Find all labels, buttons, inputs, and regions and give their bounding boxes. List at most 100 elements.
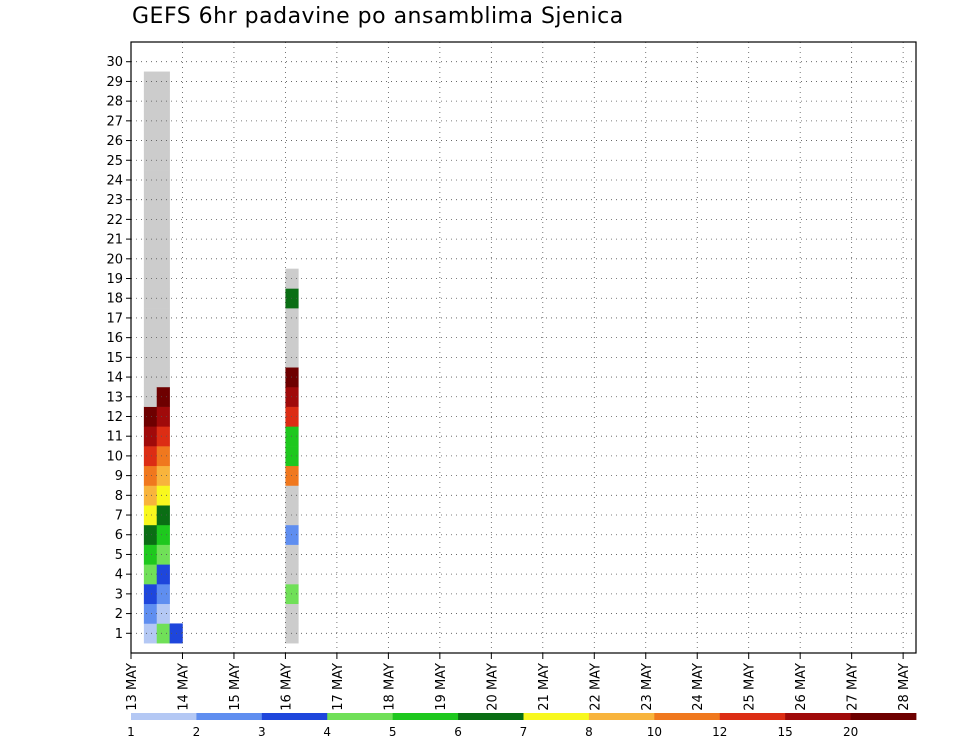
heatmap-cell: [143, 268, 158, 289]
heatmap-cell: [143, 308, 158, 329]
heatmap-cell: [156, 71, 170, 92]
colorbar-label: 1: [127, 725, 135, 739]
heatmap-cell: [143, 524, 158, 545]
y-tick-label: 11: [106, 430, 123, 445]
heatmap-cell: [156, 308, 170, 329]
heatmap-cell: [143, 189, 158, 210]
heatmap-cell: [156, 248, 170, 269]
colorbar-segment: [458, 713, 524, 720]
x-tick-label: 19 MAY: [434, 663, 449, 711]
x-tick-label: 20 MAY: [485, 663, 500, 711]
heatmap-cell: [156, 524, 170, 545]
heatmap-cell: [285, 327, 299, 348]
heatmap-cell: [156, 367, 170, 388]
x-tick-label: 16 MAY: [279, 663, 294, 711]
heatmap-cell: [143, 91, 158, 112]
colorbar-segment: [719, 713, 786, 720]
colorbar-segment: [327, 713, 394, 720]
heatmap-cell: [285, 524, 299, 545]
heatmap-cell: [143, 367, 158, 388]
heatmap-cell: [143, 130, 158, 151]
heatmap-cell: [143, 248, 158, 269]
x-tick-label: 26 MAY: [794, 663, 809, 711]
heatmap-cell: [156, 564, 170, 585]
heatmap-cell: [285, 584, 299, 605]
heatmap-cell: [143, 584, 158, 605]
colorbar-segment: [196, 713, 263, 720]
heatmap-cell: [285, 386, 299, 407]
y-tick-label: 9: [115, 469, 123, 484]
y-tick-label: 1: [115, 627, 123, 642]
heatmap-cell: [143, 505, 158, 526]
y-tick-label: 27: [106, 114, 123, 129]
heatmap-cell: [156, 347, 170, 368]
heatmap-cell: [285, 406, 299, 427]
x-tick-label: 15 MAY: [228, 663, 243, 711]
x-tick-label: 24 MAY: [691, 663, 706, 711]
heatmap-cell: [156, 170, 170, 191]
y-tick-label: 13: [106, 390, 123, 405]
colorbar-label: 7: [520, 725, 528, 739]
colorbar-segment: [850, 713, 917, 720]
heatmap-cell: [285, 288, 299, 309]
heatmap-cell: [156, 327, 170, 348]
heatmap-cell: [156, 406, 170, 427]
heatmap-cell: [156, 465, 170, 486]
y-tick-label: 12: [106, 410, 123, 425]
x-tick-label: 13 MAY: [125, 663, 140, 711]
heatmap-cell: [143, 544, 158, 565]
heatmap-cell: [156, 91, 170, 112]
heatmap-cell: [143, 170, 158, 191]
y-tick-label: 3: [115, 587, 123, 602]
heatmap-cell: [143, 347, 158, 368]
heatmap-cell: [143, 406, 158, 427]
heatmap-cell: [143, 485, 158, 506]
heatmap-cell: [156, 288, 170, 309]
heatmap-cell: [156, 485, 170, 506]
heatmap-cell: [143, 110, 158, 131]
plot-area: [131, 42, 916, 653]
heatmap-cell: [156, 386, 170, 407]
x-tick-label: 18 MAY: [382, 663, 397, 711]
y-tick-label: 17: [106, 311, 123, 326]
heatmap-cell: [285, 465, 299, 486]
y-tick-label: 8: [115, 489, 123, 504]
y-tick-label: 5: [115, 548, 123, 563]
colorbar-label: 6: [454, 725, 462, 739]
heatmap-cell: [143, 465, 158, 486]
colorbar-segment: [523, 713, 590, 720]
heatmap-cell: [143, 71, 158, 92]
heatmap-cell: [285, 544, 299, 565]
colorbar-segment: [131, 713, 197, 720]
x-tick-label: 17 MAY: [331, 663, 346, 711]
colorbar-label: 2: [193, 725, 201, 739]
y-tick-label: 28: [106, 95, 123, 110]
x-tick-label: 14 MAY: [176, 663, 191, 711]
y-tick-label: 16: [106, 331, 123, 346]
x-tick-label: 28 MAY: [897, 663, 912, 711]
heatmap-cell: [285, 347, 299, 368]
heatmap-cell: [285, 485, 299, 506]
heatmap-cell: [156, 209, 170, 230]
colorbar-label: 8: [585, 725, 593, 739]
heatmap-cell: [285, 268, 299, 289]
heatmap-cell: [156, 446, 170, 467]
heatmap-cell: [156, 505, 170, 526]
heatmap-cell: [143, 603, 158, 624]
y-tick-label: 23: [106, 193, 123, 208]
y-tick-label: 25: [106, 154, 123, 169]
colorbar-segment: [785, 713, 851, 720]
x-tick-label: 22 MAY: [588, 663, 603, 711]
y-tick-label: 15: [106, 351, 123, 366]
y-tick-label: 18: [106, 292, 123, 307]
heatmap-cell: [143, 446, 158, 467]
colorbar-label: 5: [389, 725, 397, 739]
heatmap-cell: [156, 150, 170, 171]
colorbar-label: 10: [647, 725, 662, 739]
y-tick-label: 2: [115, 607, 123, 622]
heatmap-cell: [143, 426, 158, 447]
y-tick-label: 19: [106, 272, 123, 287]
colorbar-label: 4: [323, 725, 331, 739]
y-tick-label: 29: [106, 75, 123, 90]
colorbar-segment: [588, 713, 655, 720]
